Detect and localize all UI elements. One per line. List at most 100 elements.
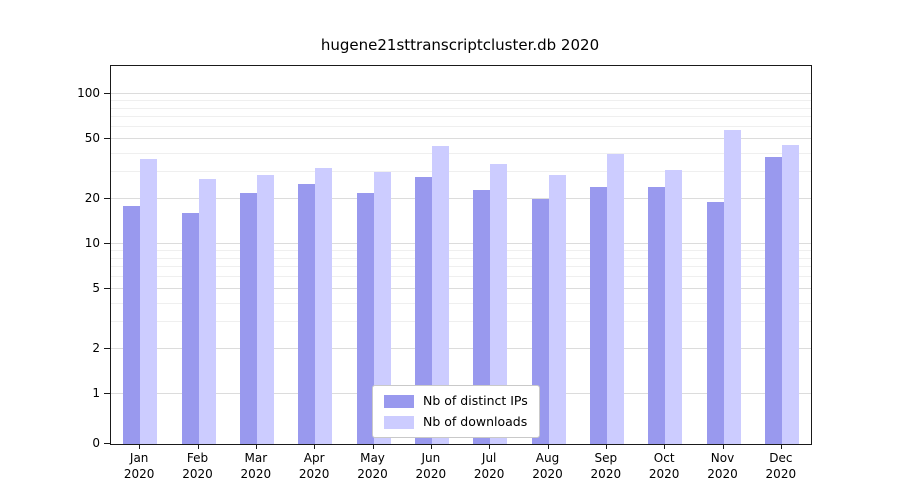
bar-nb-of-distinct-ips-oct [648, 186, 666, 444]
y-tick-label: 100 [77, 86, 100, 100]
x-label-year: 2020 [532, 467, 563, 481]
x-axis-label: May 2020 [344, 450, 402, 482]
legend: Nb of distinct IPs Nb of downloads [372, 385, 540, 438]
x-tick-mark [605, 444, 607, 449]
x-axis-label: Nov 2020 [694, 450, 752, 482]
x-tick-mark [255, 444, 257, 449]
x-label-year: 2020 [357, 467, 388, 481]
y-tick-label: 1 [92, 386, 100, 400]
major-gridline [111, 347, 811, 349]
x-label-month: Jun [421, 451, 441, 465]
bar-nb-of-downloads-may [373, 172, 391, 444]
major-gridline [111, 93, 811, 94]
legend-item-distinct-ips: Nb of distinct IPs [384, 393, 528, 409]
minor-gridline [111, 321, 811, 323]
x-tick-mark [197, 444, 199, 449]
legend-label-downloads: Nb of downloads [423, 414, 528, 429]
bar-nb-of-distinct-ips-apr [298, 184, 316, 444]
x-label-year: 2020 [182, 467, 213, 481]
bar-nb-of-downloads-dec [781, 144, 799, 444]
y-tick-label: 20 [84, 190, 100, 205]
bar-nb-of-distinct-ips-jul [473, 189, 491, 444]
y-tick-mark [104, 393, 110, 394]
x-label-month: Sep [594, 451, 618, 465]
x-label-year: 2020 [240, 467, 272, 481]
x-tick-mark [722, 444, 724, 449]
x-axis-label: Mar 2020 [227, 450, 285, 482]
bar-nb-of-downloads-nov [723, 129, 741, 444]
x-label-year: 2020 [298, 467, 330, 481]
x-axis-label: Feb 2020 [169, 450, 227, 482]
x-axis-label: Apr 2020 [285, 450, 343, 482]
major-gridline [111, 138, 811, 140]
bar-nb-of-downloads-jan [140, 158, 158, 444]
x-label-year: 2020 [473, 467, 505, 481]
x-label-year: 2020 [415, 467, 447, 481]
bar-nb-of-distinct-ips-dec [764, 157, 782, 444]
x-tick-mark [139, 444, 141, 449]
x-label-year: 2020 [707, 467, 738, 481]
minor-gridline [111, 171, 811, 173]
bar-nb-of-downloads-apr [315, 168, 333, 444]
y-tick-mark [104, 288, 110, 290]
x-tick-mark [430, 444, 432, 449]
bar-nb-of-distinct-ips-jan [123, 205, 141, 444]
y-tick-mark [104, 443, 110, 444]
x-tick-mark [780, 444, 782, 449]
minor-gridline [111, 266, 811, 268]
minor-gridline [111, 126, 811, 128]
y-tick-label: 2 [92, 340, 100, 355]
x-label-month: Dec [769, 451, 793, 465]
bar-nb-of-downloads-jun [431, 146, 449, 444]
x-tick-mark [664, 444, 666, 449]
y-tick-label: 50 [84, 131, 100, 146]
x-tick-mark [314, 444, 316, 449]
minor-gridline [111, 116, 811, 118]
x-tick-mark [547, 444, 549, 449]
x-axis-label: Jan 2020 [110, 450, 168, 482]
x-label-month: Jul [481, 451, 497, 465]
x-label-year: 2020 [765, 467, 797, 481]
bar-nb-of-distinct-ips-nov [706, 202, 724, 444]
major-gridline [111, 288, 811, 290]
x-label-month: Jan [129, 451, 149, 465]
x-tick-mark [489, 444, 491, 449]
bar-nb-of-downloads-mar [256, 174, 274, 444]
minor-gridline [111, 302, 811, 304]
bar-nb-of-downloads-jul [490, 164, 508, 444]
y-tick-mark [104, 93, 110, 94]
y-tick-mark [104, 138, 110, 140]
x-label-month: Aug [535, 451, 560, 465]
bar-nb-of-distinct-ips-jun [414, 176, 432, 444]
y-tick-label: 10 [84, 236, 100, 250]
minor-gridline [111, 249, 811, 251]
x-label-month: Apr [303, 451, 325, 465]
x-label-year: 2020 [123, 467, 155, 481]
x-axis-label: Jun 2020 [402, 450, 460, 482]
x-axis-label: Sep 2020 [577, 450, 635, 482]
bar-nb-of-distinct-ips-mar [239, 192, 257, 444]
x-tick-mark [372, 444, 374, 449]
y-tick-mark [104, 197, 110, 199]
legend-label-distinct-ips: Nb of distinct IPs [423, 393, 528, 408]
y-tick-mark [104, 243, 110, 244]
plot-area [110, 65, 812, 445]
minor-gridline [111, 107, 811, 109]
legend-swatch-distinct-ips [384, 394, 414, 408]
x-label-month: Nov [710, 451, 735, 465]
major-gridline [111, 197, 811, 199]
y-tick-mark [104, 347, 110, 349]
bar-nb-of-downloads-oct [665, 170, 683, 444]
x-axis-label: Jul 2020 [460, 450, 518, 482]
bar-nb-of-downloads-sep [606, 153, 624, 444]
x-axis-label: Dec 2020 [752, 450, 810, 482]
legend-swatch-downloads [384, 415, 414, 429]
bar-nb-of-distinct-ips-sep [589, 186, 607, 444]
bar-nb-of-distinct-ips-may [356, 192, 374, 444]
y-tick-label: 5 [92, 281, 100, 296]
x-label-month: May [360, 451, 385, 465]
legend-item-downloads: Nb of downloads [384, 414, 528, 430]
minor-gridline [111, 276, 811, 278]
bar-nb-of-downloads-feb [198, 179, 216, 444]
